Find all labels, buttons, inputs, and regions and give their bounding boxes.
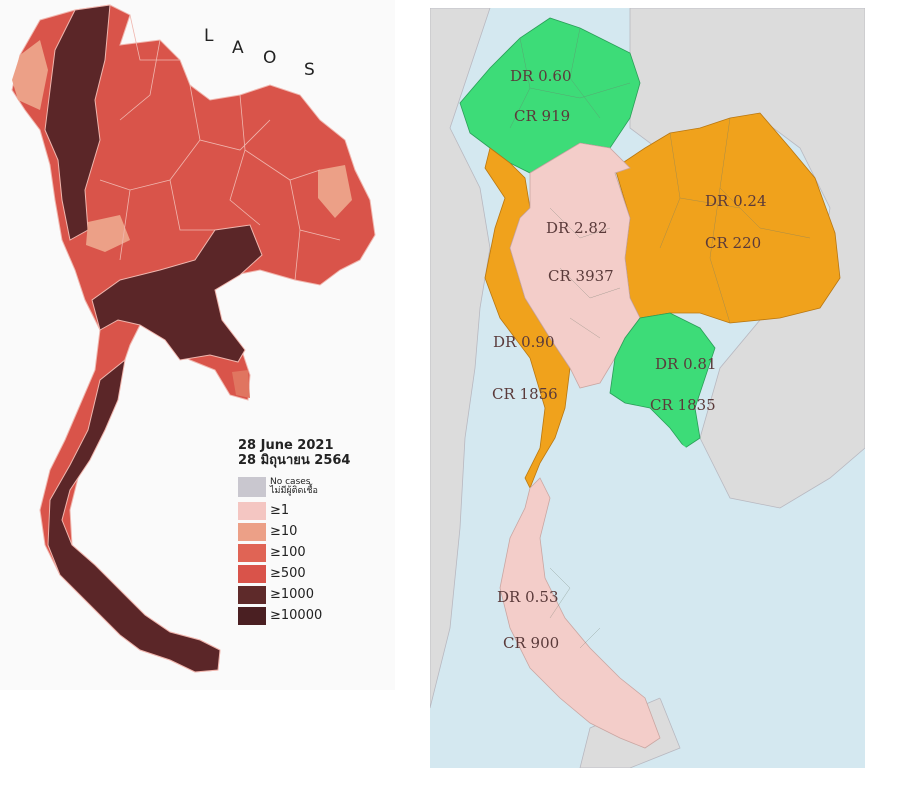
region-south-dr: DR 0.53 bbox=[497, 588, 559, 606]
legend-label: ≥500 bbox=[270, 566, 306, 581]
region-northeast-cr: CR 220 bbox=[705, 234, 762, 252]
region-northeast-dr: DR 0.24 bbox=[705, 192, 767, 210]
legend-swatch bbox=[238, 585, 266, 604]
legend-item: ≥500 bbox=[238, 563, 388, 584]
region-west-dr: DR 0.90 bbox=[493, 333, 555, 351]
legend-item: ≥10 bbox=[238, 521, 388, 542]
legend-label: ≥1000 bbox=[270, 587, 314, 602]
region-west-cr: CR 1856 bbox=[492, 385, 558, 403]
right-rate-map: DR 0.60 CR 919 DR 0.24 CR 220 DR 2.82 CR… bbox=[430, 8, 865, 768]
map-legend: 28 June 2021 28 มิถุนายน 2564 No cases ไ… bbox=[238, 438, 388, 626]
thailand-rate-map-svg bbox=[430, 8, 865, 768]
legend-no-cases-th: ไม่มีผู้ติดเชื้อ bbox=[270, 486, 318, 496]
region-north bbox=[459, 17, 641, 174]
legend-label: ≥10 bbox=[270, 524, 298, 539]
left-case-map: L A O S 28 June 2021 28 มิถุนายน 2564 No… bbox=[0, 0, 395, 690]
legend-swatch bbox=[238, 543, 266, 562]
laos-letter-2: A bbox=[232, 38, 246, 58]
laos-letter-1: L bbox=[204, 26, 216, 46]
region-north-cr: CR 919 bbox=[514, 107, 571, 125]
south-dark-region bbox=[47, 358, 221, 673]
thailand-case-map-svg bbox=[11, 4, 376, 673]
laos-letter-3: O bbox=[263, 48, 279, 68]
neighbour-land-west bbox=[430, 8, 491, 709]
east-light-patch bbox=[318, 165, 352, 218]
southeast-light-patch bbox=[232, 370, 250, 398]
region-east-dr: DR 0.81 bbox=[655, 355, 717, 373]
region-south bbox=[499, 477, 661, 749]
legend-swatch bbox=[238, 522, 266, 541]
legend-date-th: 28 มิถุนายน 2564 bbox=[238, 453, 351, 468]
legend-item-no-cases: No cases ไม่มีผู้ติดเชื้อ bbox=[238, 474, 388, 500]
legend-item: ≥100 bbox=[238, 542, 388, 563]
legend-label: ≥100 bbox=[270, 545, 306, 560]
legend-item: ≥1 bbox=[238, 500, 388, 521]
district-borders-right bbox=[509, 27, 811, 649]
gulf-of-thailand bbox=[550, 393, 750, 728]
region-central-cr: CR 3937 bbox=[548, 267, 614, 285]
northwest-light-patch bbox=[12, 40, 48, 110]
legend-swatch-no-cases bbox=[238, 477, 266, 497]
district-borders bbox=[99, 14, 341, 281]
region-east bbox=[609, 312, 716, 449]
legend-date-en: 28 June 2021 bbox=[238, 438, 334, 453]
central-light-patch bbox=[86, 215, 130, 252]
legend-swatch bbox=[238, 606, 266, 625]
region-east-cr: CR 1835 bbox=[650, 396, 716, 414]
region-south-cr: CR 900 bbox=[503, 634, 560, 652]
legend-item: ≥10000 bbox=[238, 605, 388, 626]
legend-item: ≥1000 bbox=[238, 584, 388, 605]
region-north-dr: DR 0.60 bbox=[510, 67, 572, 85]
legend-swatch bbox=[238, 501, 266, 520]
legend-label: ≥10000 bbox=[270, 608, 323, 623]
west-dark-region bbox=[44, 4, 111, 241]
region-central-dr: DR 2.82 bbox=[546, 219, 608, 237]
laos-letter-4: S bbox=[304, 60, 317, 80]
legend-no-cases-en: No cases bbox=[270, 477, 311, 487]
legend-label: ≥1 bbox=[270, 503, 290, 518]
legend-swatch bbox=[238, 564, 266, 583]
